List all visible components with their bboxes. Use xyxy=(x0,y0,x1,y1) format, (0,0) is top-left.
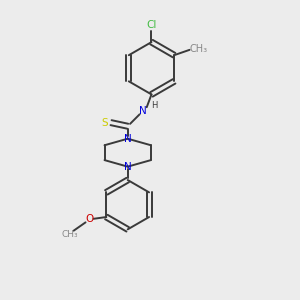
Text: CH₃: CH₃ xyxy=(189,44,208,54)
Text: Cl: Cl xyxy=(146,20,157,30)
Text: CH₃: CH₃ xyxy=(61,230,78,239)
Text: N: N xyxy=(124,162,132,172)
Text: H: H xyxy=(151,101,158,110)
Text: N: N xyxy=(139,106,147,116)
Text: O: O xyxy=(85,214,93,224)
Text: N: N xyxy=(124,134,132,144)
Text: S: S xyxy=(102,118,108,128)
